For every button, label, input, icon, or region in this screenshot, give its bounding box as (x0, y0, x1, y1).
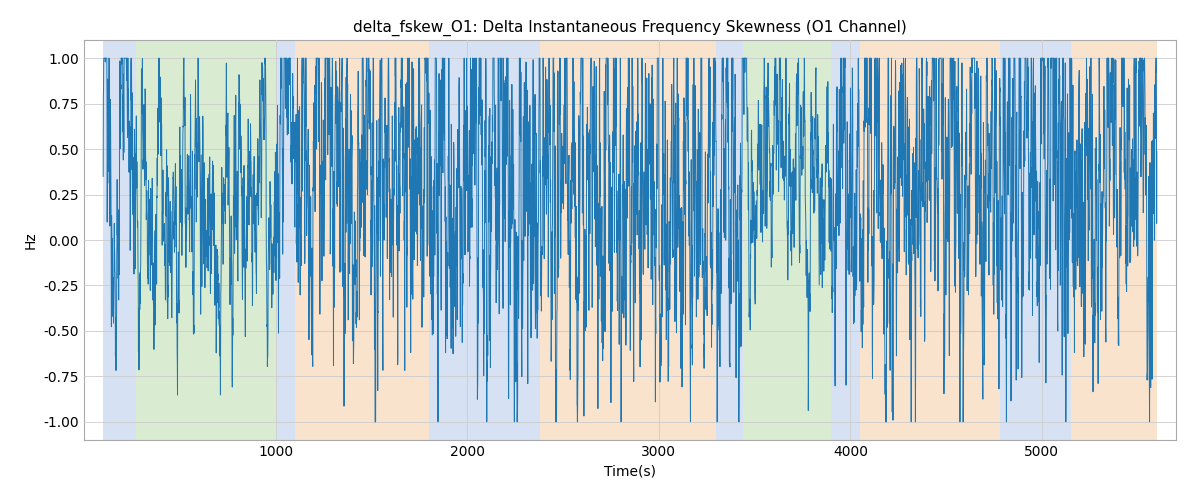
Bar (743, 40, 832, 440)
Bar (716, 40, 743, 440)
Bar (103, 40, 136, 440)
Bar (276, 40, 295, 440)
Bar (295, 40, 428, 440)
Bar (1000, 40, 1070, 440)
Bar (1070, 40, 1157, 440)
Title: delta_fskew_O1: Delta Instantaneous Frequency Skewness (O1 Channel): delta_fskew_O1: Delta Instantaneous Freq… (353, 20, 907, 36)
Bar (540, 40, 716, 440)
Bar (860, 40, 1000, 440)
X-axis label: Time(s): Time(s) (604, 464, 656, 478)
Bar (832, 40, 860, 440)
Bar (136, 40, 276, 440)
Y-axis label: Hz: Hz (24, 231, 38, 249)
Bar (428, 40, 540, 440)
